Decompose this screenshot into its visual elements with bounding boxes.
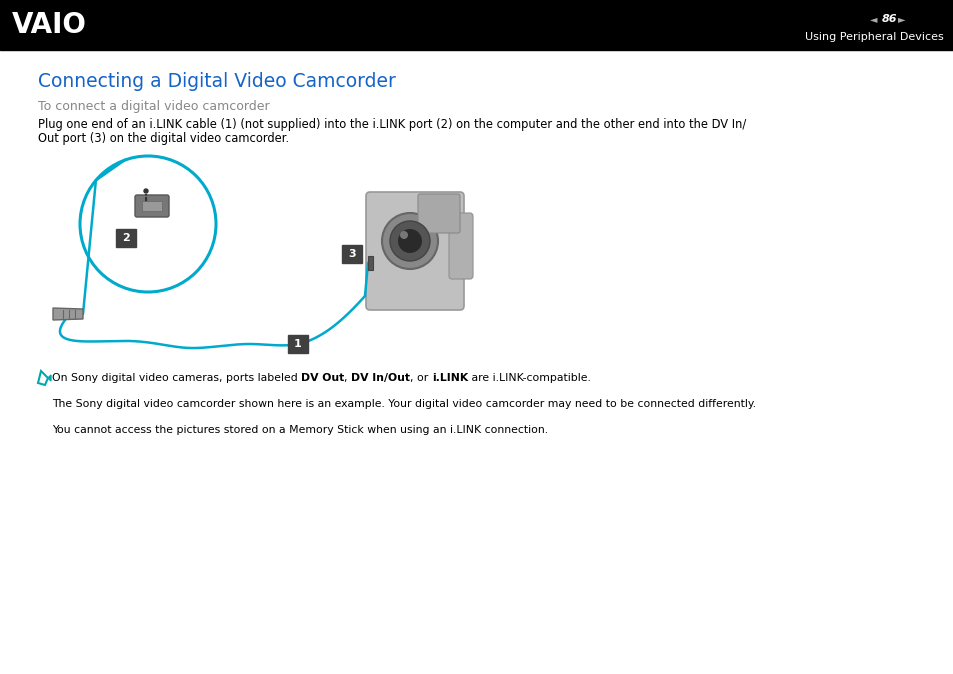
Bar (368, 256, 373, 270)
Text: On Sony digital video cameras, ports labeled: On Sony digital video cameras, ports lab… (52, 373, 301, 383)
Text: Out port (3) on the digital video camcorder.: Out port (3) on the digital video camcor… (38, 132, 289, 145)
Polygon shape (48, 375, 51, 381)
Text: i: i (144, 194, 148, 207)
Circle shape (399, 231, 408, 239)
Text: To connect a digital video camcorder: To connect a digital video camcorder (38, 100, 270, 113)
Text: You cannot access the pictures stored on a Memory Stick when using an i.LINK con: You cannot access the pictures stored on… (52, 425, 548, 435)
Text: ►: ► (897, 14, 904, 24)
Bar (0, 0, 953, 50)
Text: i.LINK: i.LINK (432, 373, 468, 383)
Text: DV In/Out: DV In/Out (351, 373, 410, 383)
Text: Connecting a Digital Video Camcorder: Connecting a Digital Video Camcorder (38, 72, 395, 91)
Circle shape (381, 213, 437, 269)
Text: 2: 2 (122, 233, 130, 243)
Text: ,: , (344, 373, 351, 383)
FancyBboxPatch shape (366, 192, 463, 310)
Bar (341, 245, 361, 263)
Text: 3: 3 (348, 249, 355, 259)
FancyBboxPatch shape (417, 194, 459, 233)
Text: 86: 86 (882, 14, 897, 24)
Text: DV Out: DV Out (301, 373, 344, 383)
FancyBboxPatch shape (449, 213, 473, 279)
Text: Plug one end of an i.LINK cable (1) (not supplied) into the i.LINK port (2) on t: Plug one end of an i.LINK cable (1) (not… (38, 118, 745, 131)
Text: are i.LINK-compatible.: are i.LINK-compatible. (468, 373, 591, 383)
Bar (116, 229, 136, 247)
Text: 1: 1 (294, 339, 301, 349)
Circle shape (397, 229, 421, 253)
Bar (288, 335, 308, 353)
Circle shape (144, 189, 148, 193)
Bar (142, 201, 162, 211)
Text: Using Peripheral Devices: Using Peripheral Devices (804, 32, 943, 42)
Text: , or: , or (410, 373, 432, 383)
Text: ◄: ◄ (869, 14, 877, 24)
Text: The Sony digital video camcorder shown here is an example. Your digital video ca: The Sony digital video camcorder shown h… (52, 399, 756, 409)
Circle shape (390, 221, 430, 261)
FancyBboxPatch shape (135, 195, 169, 217)
Text: VAIO: VAIO (12, 11, 87, 39)
Polygon shape (53, 308, 83, 320)
